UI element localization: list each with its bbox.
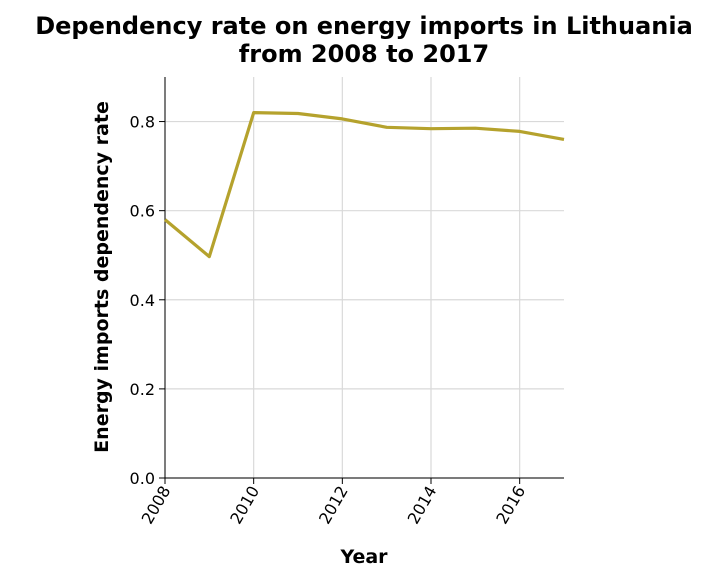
y-tick-label: 0.6 bbox=[130, 202, 155, 221]
x-tick-label: 2012 bbox=[315, 483, 352, 528]
tick-labels: 2008 2010 2012 2014 2016 0.0 0.2 0.4 0.6 0.8 bbox=[130, 113, 530, 528]
y-axis-label: Energy imports dependency rate bbox=[91, 101, 113, 453]
x-axis-label: Year bbox=[339, 546, 388, 568]
chart-title-line-1: Dependency rate on energy imports in Lit… bbox=[35, 12, 693, 40]
grid bbox=[164, 77, 564, 479]
y-tick-label: 0.8 bbox=[130, 113, 155, 132]
x-tick-label: 2008 bbox=[138, 483, 175, 528]
series-line bbox=[163, 111, 565, 259]
x-tick-label: 2010 bbox=[226, 483, 263, 528]
x-tick-label: 2014 bbox=[404, 483, 441, 528]
axes bbox=[159, 77, 564, 484]
series bbox=[163, 111, 565, 259]
y-tick-label: 0.2 bbox=[130, 380, 155, 399]
x-tick-label: 2016 bbox=[492, 483, 529, 528]
y-tick-label: 0.0 bbox=[130, 469, 155, 488]
chart-title-line-2: from 2008 to 2017 bbox=[239, 40, 489, 68]
y-tick-label: 0.4 bbox=[130, 291, 155, 310]
